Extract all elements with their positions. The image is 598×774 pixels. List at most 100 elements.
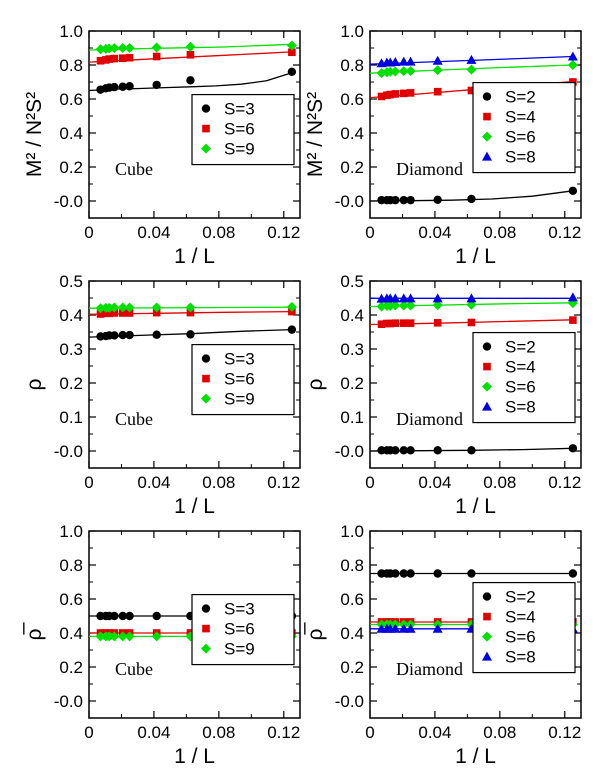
data-point (390, 300, 401, 311)
data-point (569, 316, 577, 324)
data-point (125, 82, 134, 91)
data-point (390, 66, 401, 77)
legend-label: S=2 (505, 588, 536, 607)
data-point (95, 44, 106, 55)
legend-label: S=9 (224, 640, 255, 659)
panel-label: Diamond (396, 659, 463, 679)
plot-frame (88, 280, 301, 469)
data-point (151, 631, 162, 642)
legend-marker (201, 143, 211, 154)
y-tick-label: -0.0 (54, 192, 83, 211)
data-point (567, 51, 578, 61)
legend-marker (482, 342, 492, 351)
data-point (287, 325, 297, 334)
data-point (377, 92, 386, 101)
x-tick-label: 0 (84, 473, 93, 492)
y-tick-label: -0.0 (54, 692, 83, 711)
legend-label: S=3 (224, 600, 255, 619)
legend-marker (482, 381, 492, 392)
legend-label: S=4 (505, 108, 536, 127)
x-tick-label: 0.04 (418, 223, 451, 242)
legend-marker (482, 131, 492, 142)
data-point (386, 319, 395, 328)
legend-marker (201, 393, 211, 404)
panel-label: Diamond (396, 409, 463, 429)
y-axis-title: M² / N²S² (23, 92, 46, 177)
data-point (286, 301, 297, 312)
data-point (118, 54, 127, 62)
data-point (118, 611, 127, 621)
legend-label: S=8 (505, 148, 536, 167)
data-point (109, 302, 120, 313)
y-axis-title: M² / N²S² (304, 92, 327, 177)
y-tick-label: 0.4 (59, 124, 83, 143)
data-point (390, 293, 401, 303)
data-point (104, 631, 115, 642)
legend-marker (201, 104, 211, 113)
data-point (125, 330, 134, 340)
y-tick-label: 0.4 (59, 624, 83, 643)
x-tick-label: 0.08 (483, 223, 516, 242)
data-point (95, 631, 106, 642)
y-tick-label: 0.4 (340, 306, 364, 325)
data-point (406, 446, 415, 455)
data-point (109, 43, 120, 54)
data-point (390, 56, 401, 66)
data-point (124, 631, 135, 642)
data-point (110, 54, 119, 63)
x-tick-label: 0.04 (137, 473, 170, 492)
data-point (186, 308, 195, 317)
data-point (95, 303, 106, 314)
y-tick-label: 0.5 (59, 272, 83, 291)
legend-marker (482, 92, 492, 101)
data-point (466, 293, 477, 303)
legend-marker (201, 354, 211, 363)
data-point (109, 631, 120, 642)
data-point (432, 300, 443, 311)
legend-label: S=6 (505, 378, 536, 397)
legend-marker (483, 612, 491, 621)
data-point (433, 569, 442, 578)
data-point (567, 60, 578, 70)
data-point (406, 319, 415, 327)
y-tick-label: 0.1 (340, 408, 364, 427)
panel-label: Diamond (396, 159, 463, 179)
y-tick-label: 0.6 (59, 90, 83, 109)
data-point (398, 293, 409, 303)
y-tick-label: 0.8 (59, 556, 83, 575)
data-point (287, 67, 297, 77)
data-point (466, 54, 477, 64)
legend-label: S=8 (505, 648, 536, 667)
legend-marker (482, 651, 492, 661)
x-tick-label: 0.12 (267, 723, 300, 742)
y-axis-title: ρ̅ (23, 622, 46, 641)
legend-label: S=6 (224, 620, 255, 639)
y-axis-title: ρ̅ (304, 622, 327, 641)
data-point (110, 82, 119, 92)
data-point (399, 89, 408, 98)
data-point (398, 56, 409, 66)
x-tick-label: 0.04 (418, 723, 451, 742)
y-tick-label: 1.0 (340, 22, 364, 41)
x-axis-title: 1 / L (455, 745, 496, 768)
legend-label: S=6 (224, 120, 255, 139)
panel-label: Cube (115, 659, 153, 679)
data-point (390, 623, 401, 633)
data-point (405, 300, 416, 311)
data-point (399, 195, 408, 205)
data-point (125, 53, 134, 62)
data-point (432, 55, 443, 65)
legend-label: S=9 (224, 140, 255, 159)
plot-frame (369, 280, 582, 469)
x-tick-label: 0 (84, 223, 93, 242)
y-tick-label: 0.2 (340, 158, 364, 177)
legend-marker (202, 374, 210, 383)
data-point (405, 56, 416, 66)
legend-label: S=4 (505, 358, 536, 377)
data-point (433, 195, 442, 205)
plot-frame (88, 30, 301, 219)
data-point (152, 330, 161, 339)
data-point (105, 55, 114, 63)
data-point (186, 51, 195, 59)
